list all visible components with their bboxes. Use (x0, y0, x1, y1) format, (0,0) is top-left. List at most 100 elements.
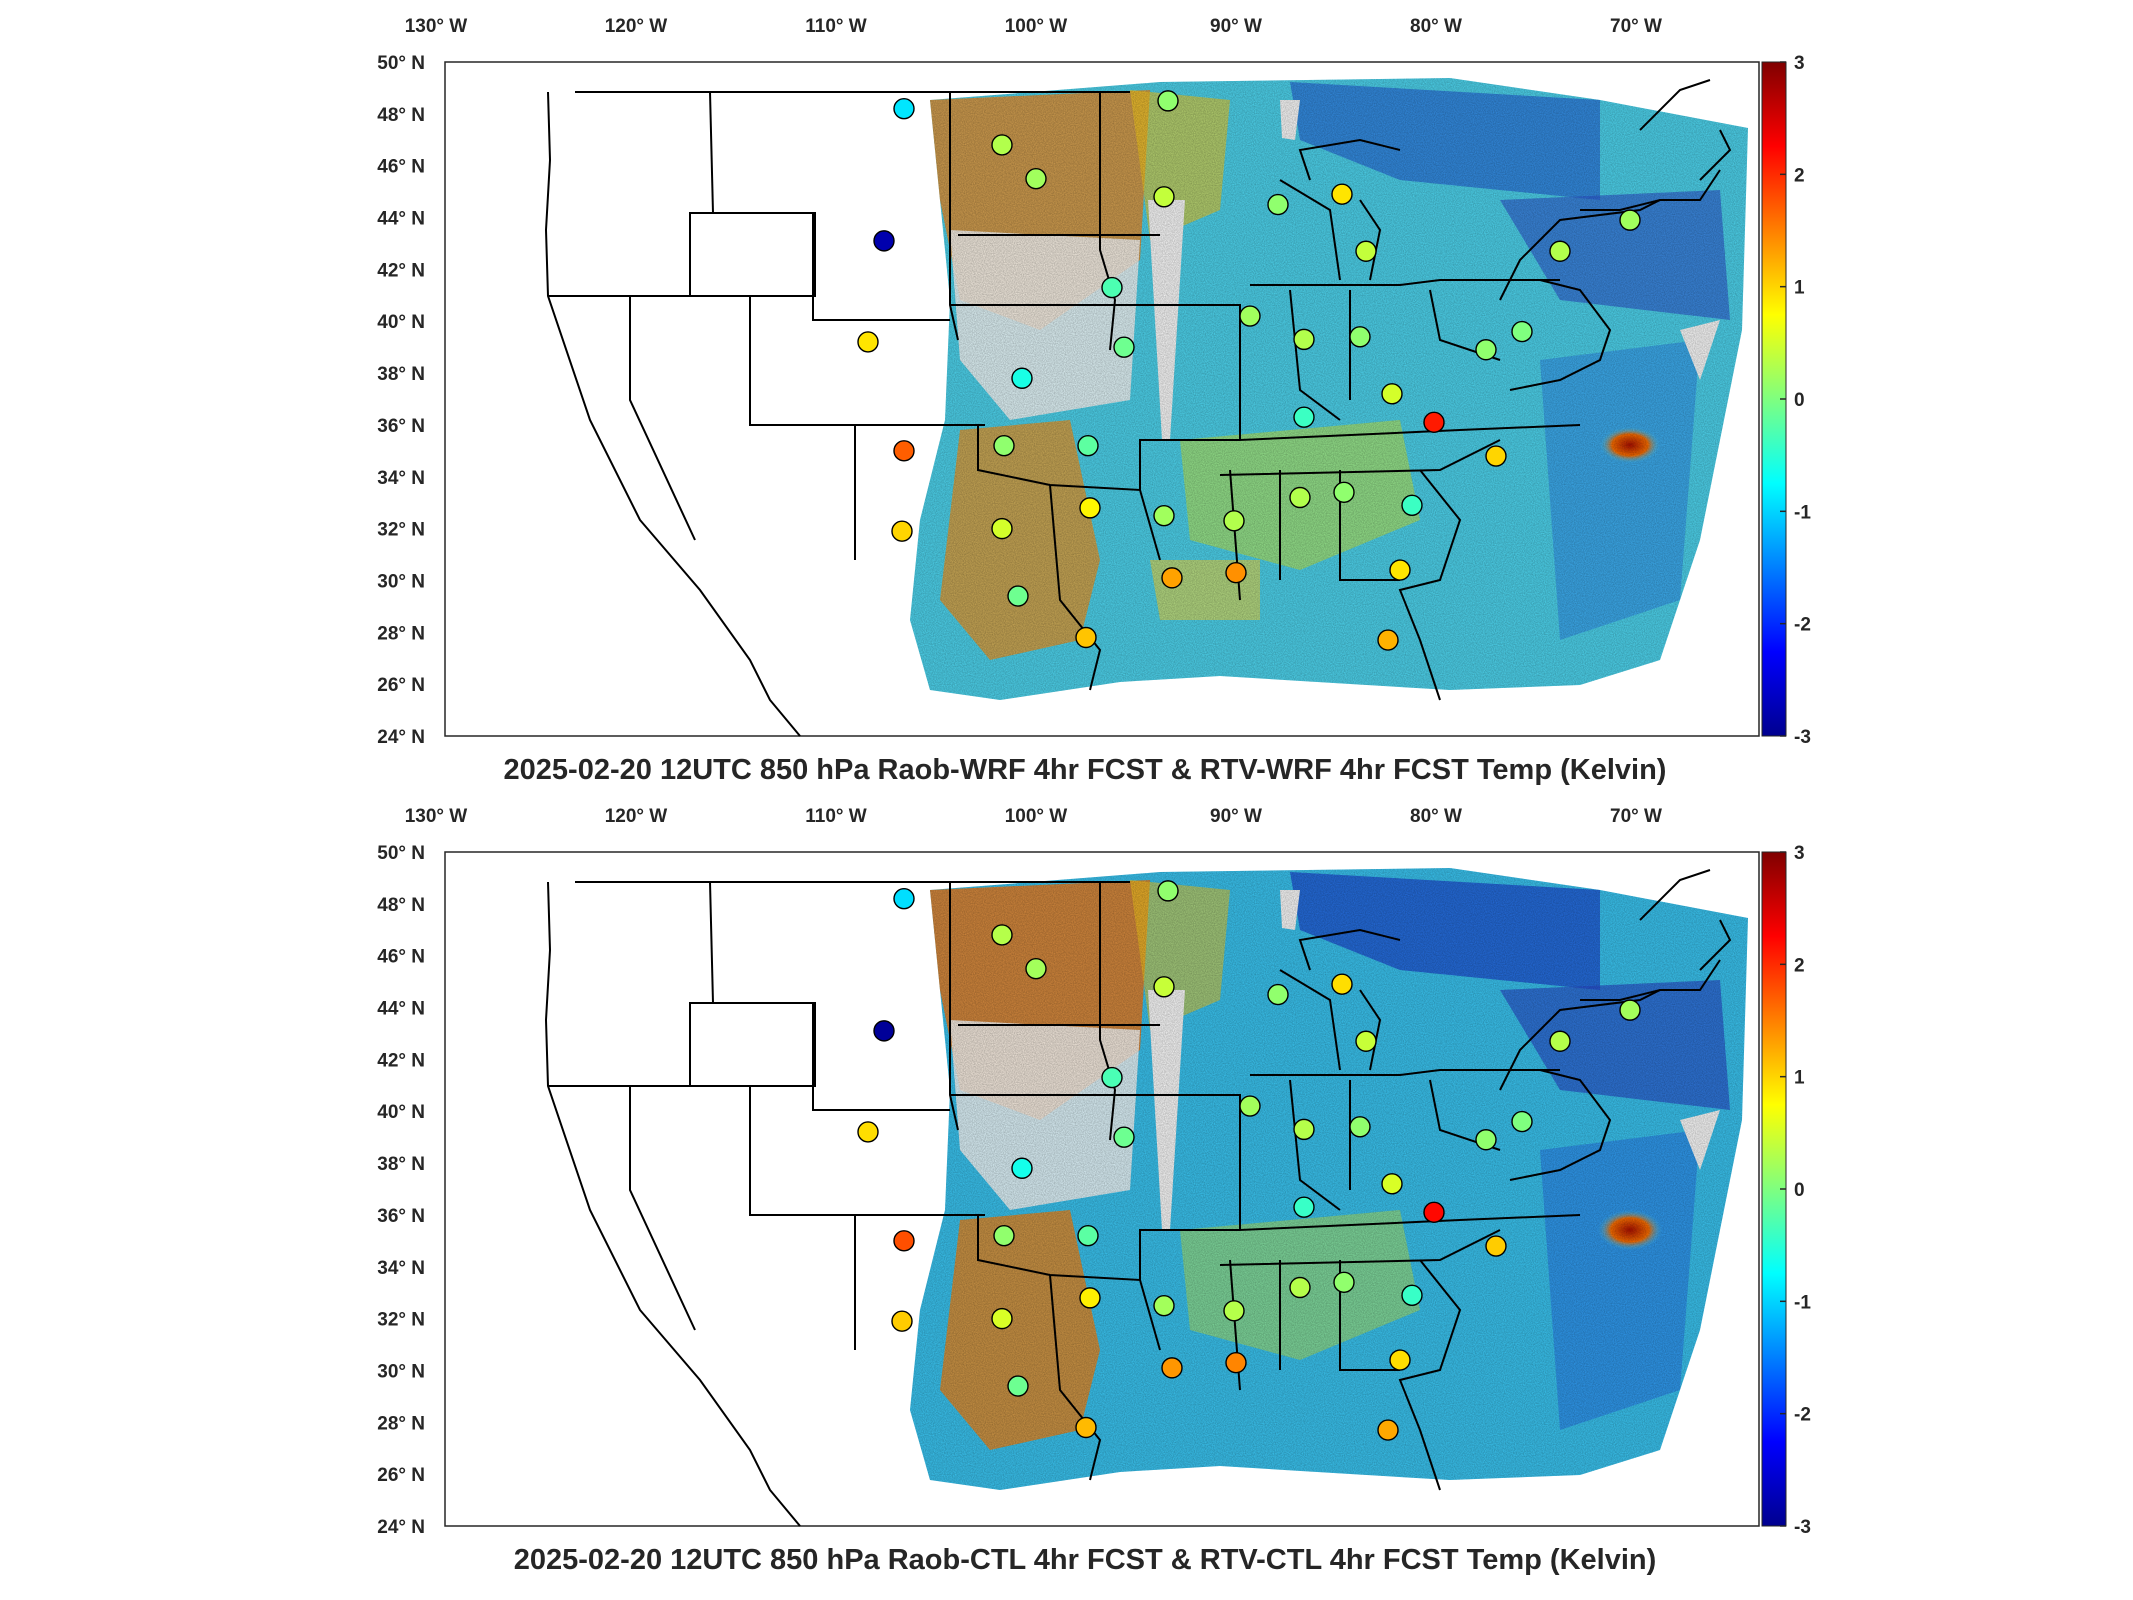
latitude-tick-label: 46° N (377, 947, 425, 968)
state-borders (544, 79, 1732, 737)
raob-station-marker (1077, 1224, 1099, 1247)
raob-station-marker (1011, 367, 1033, 389)
panel-title: 2025-02-20 12UTC 850 hPa Raob-WRF 4hr FC… (504, 754, 1667, 786)
raob-station-marker (1381, 383, 1403, 405)
longitude-labels: 130° W 120° W 110° W 100° W 90° W 80° W 70° W (405, 806, 1662, 827)
raob-station-marker (1549, 240, 1571, 262)
longitude-tick-label: 70° W (1610, 806, 1662, 827)
raob-station-marker (1389, 559, 1411, 581)
raob-station-marker (1267, 193, 1289, 216)
raob-station-marker (1289, 486, 1311, 509)
latitude-tick-label: 32° N (377, 1310, 425, 1331)
raob-station-marker (1223, 1300, 1245, 1322)
latitude-tick-label: 48° N (377, 105, 425, 126)
latitude-tick-label: 34° N (377, 468, 425, 489)
colorbar-tick-label: 2 (1794, 165, 1805, 186)
raob-station-marker (991, 1307, 1013, 1330)
raob-station-marker (1333, 481, 1355, 504)
raob-station-marker (1101, 1066, 1123, 1089)
longitude-tick-label: 110° W (805, 806, 867, 827)
raob-station-marker (991, 924, 1013, 946)
raob-station-marker (1161, 567, 1183, 589)
colorbar-tick-label: -3 (1794, 1517, 1811, 1538)
longitude-tick-label: 100° W (1005, 806, 1068, 827)
raob-station-marker (1355, 1030, 1377, 1052)
raob-station-marker (1225, 1351, 1247, 1374)
latitude-tick-label: 28° N (377, 1413, 425, 1434)
raob-station-marker (1355, 240, 1377, 262)
colorbar-tick-label: 1 (1794, 278, 1805, 299)
raob-station-marker (1075, 626, 1097, 649)
raob-station-marker (991, 134, 1013, 156)
longitude-tick-label: 80° W (1410, 806, 1462, 827)
raob-station-marker (1293, 328, 1315, 351)
latitude-tick-label: 38° N (377, 364, 425, 385)
latitude-tick-label: 26° N (377, 1465, 425, 1486)
raob-station-marker (1333, 1271, 1355, 1294)
raob-station-marker (1485, 1235, 1507, 1257)
longitude-tick-label: 130° W (405, 806, 468, 827)
raob-station-marker (1423, 1201, 1445, 1224)
raob-station-marker (893, 97, 915, 120)
latitude-tick-label: 26° N (377, 675, 425, 696)
raob-station-marker (1619, 209, 1641, 231)
raob-station-marker (1401, 1284, 1423, 1306)
raob-station-marker (1401, 494, 1423, 516)
latitude-tick-label: 46° N (377, 157, 425, 178)
raob-station-marker (1157, 880, 1179, 902)
raob-station-marker (1485, 445, 1507, 467)
raob-station-marker (1293, 1118, 1315, 1141)
raob-station-marker (893, 887, 915, 910)
raob-station-marker (1267, 983, 1289, 1006)
latitude-labels: 50° N 48° N 46° N 44° N 42° N 40° N 38° N 36° N… (377, 843, 425, 1538)
colorbar-tick-label: -2 (1794, 615, 1811, 636)
latitude-tick-label: 42° N (377, 260, 425, 281)
raob-station-marker (1161, 1357, 1183, 1379)
latitude-tick-label: 44° N (377, 209, 425, 230)
raob-station-marker (1331, 183, 1353, 205)
colorbar-tick-label: -1 (1794, 502, 1811, 523)
longitude-tick-label: 100° W (1005, 16, 1068, 37)
colorbar-tick-label: 1 (1794, 1068, 1805, 1089)
latitude-tick-label: 30° N (377, 571, 425, 592)
raob-station-marker (1349, 326, 1371, 348)
latitude-labels: 50° N 48° N 46° N 44° N 42° N 40° N 38° N 36° N… (377, 53, 425, 748)
raob-station-marker (893, 440, 915, 462)
latitude-tick-label: 50° N (377, 53, 425, 74)
raob-station-marker (1289, 1276, 1311, 1299)
raob-station-marker (873, 1020, 895, 1042)
latitude-tick-label: 32° N (377, 520, 425, 541)
colorbar-tick-label: 0 (1794, 390, 1805, 411)
longitude-tick-label: 90° W (1210, 806, 1262, 827)
raob-station-marker (857, 1121, 879, 1143)
latitude-tick-label: 34° N (377, 1258, 425, 1279)
map-panel-top: 3 2 1 0 -1 -2 -3 130° W 120° W 110° W 100° W 90° W… (377, 16, 1811, 786)
raob-station-marker (1079, 1287, 1101, 1309)
raob-stations (857, 880, 1641, 1441)
retrieval-field (910, 868, 1748, 1490)
longitude-tick-label: 70° W (1610, 16, 1662, 37)
colorbar-tick-label: -3 (1794, 727, 1811, 748)
raob-station-marker (1153, 1294, 1175, 1317)
raob-station-marker (1157, 90, 1179, 112)
raob-station-marker (1293, 1196, 1315, 1218)
colorbar-tick-label: 3 (1794, 843, 1805, 864)
colorbar-tick-label: -1 (1794, 1292, 1811, 1313)
raob-station-marker (857, 331, 879, 353)
colorbar-tick-label: 3 (1794, 53, 1805, 74)
raob-station-marker (1239, 305, 1261, 327)
latitude-tick-label: 40° N (377, 1102, 425, 1123)
raob-station-marker (1389, 1349, 1411, 1371)
raob-station-marker (1223, 510, 1245, 532)
latitude-tick-label: 42° N (377, 1050, 425, 1071)
longitude-tick-label: 120° W (605, 16, 668, 37)
longitude-tick-label: 110° W (805, 16, 867, 37)
raob-station-marker (1423, 411, 1445, 434)
raob-station-marker (893, 1230, 915, 1252)
raob-station-marker (1007, 1375, 1029, 1397)
longitude-tick-label: 80° W (1410, 16, 1462, 37)
raob-station-marker (1113, 336, 1135, 358)
latitude-tick-label: 24° N (377, 1517, 425, 1538)
longitude-labels: 130° W 120° W 110° W 100° W 90° W 80° W 70° W (405, 16, 1662, 37)
